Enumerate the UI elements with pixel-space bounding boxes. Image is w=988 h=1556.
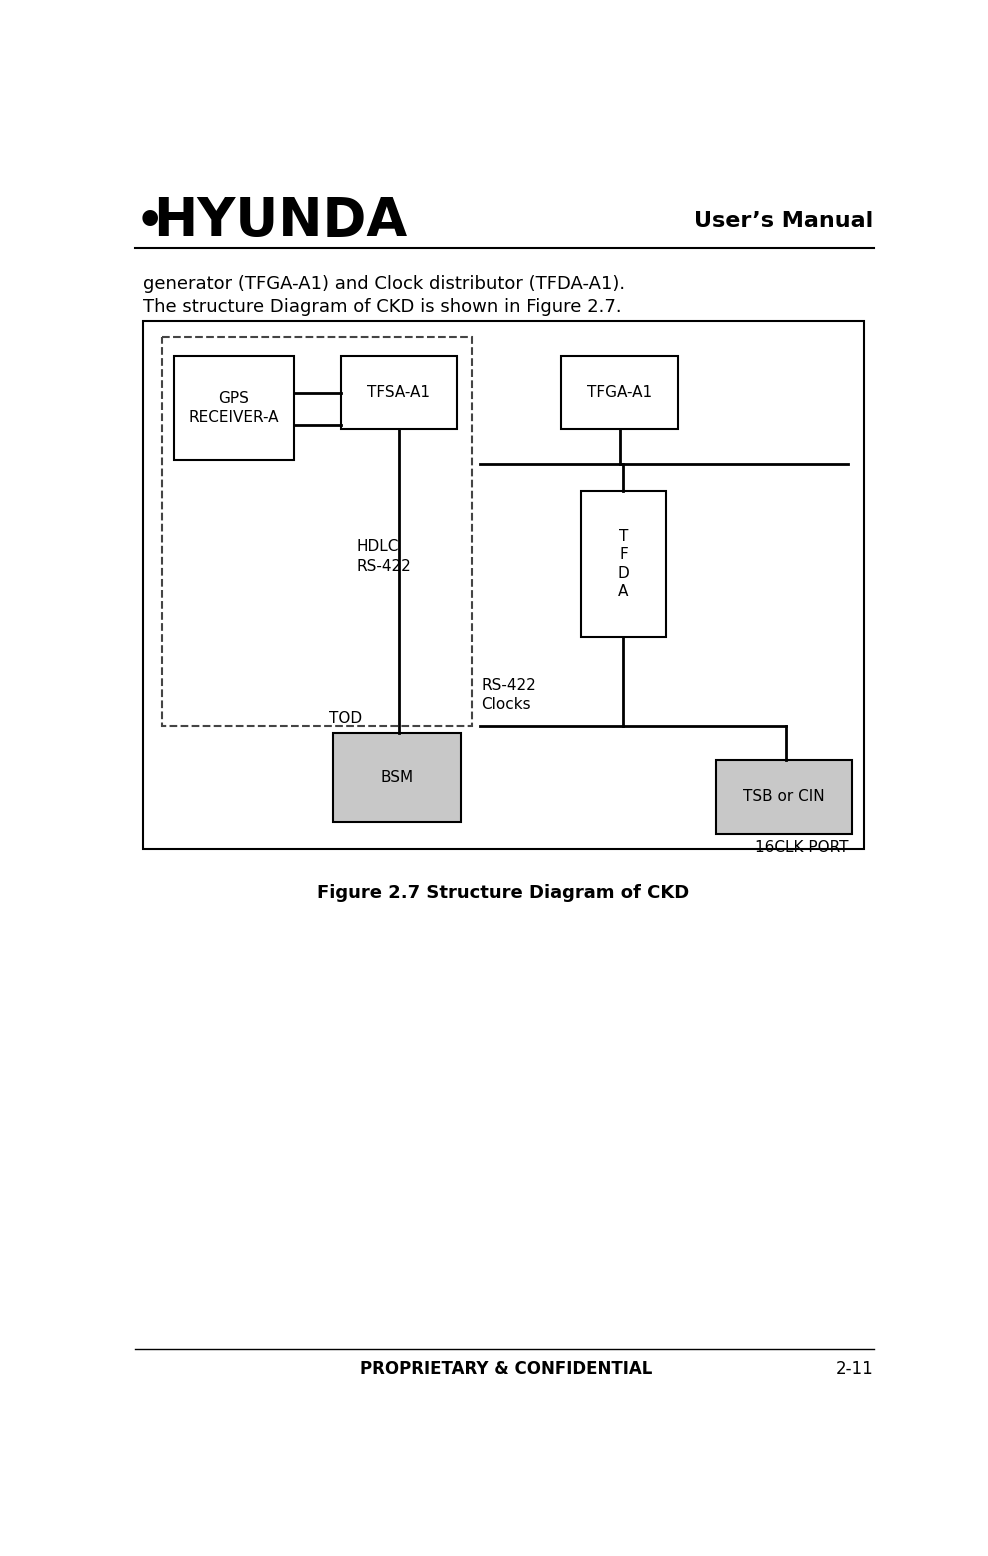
Text: Figure 2.7 Structure Diagram of CKD: Figure 2.7 Structure Diagram of CKD — [317, 884, 690, 901]
Text: TOD: TOD — [329, 711, 362, 725]
Text: PROPRIETARY & CONFIDENTIAL: PROPRIETARY & CONFIDENTIAL — [361, 1360, 652, 1377]
Text: T
F
D
A: T F D A — [618, 529, 629, 599]
Bar — [716, 761, 852, 834]
Bar — [143, 322, 864, 850]
Bar — [341, 356, 456, 429]
Bar — [561, 356, 678, 429]
Text: RS-422
Clocks: RS-422 Clocks — [481, 677, 536, 713]
Text: generator (TFGA-A1) and Clock distributor (TFDA-A1).: generator (TFGA-A1) and Clock distributo… — [143, 275, 625, 293]
Text: GPS
RECEIVER-A: GPS RECEIVER-A — [189, 391, 280, 425]
Text: TFSA-A1: TFSA-A1 — [368, 386, 430, 400]
Text: HYUNDA: HYUNDA — [153, 196, 407, 247]
Bar — [162, 336, 472, 725]
Text: User’s Manual: User’s Manual — [695, 212, 873, 232]
Text: HDLC
RS-422: HDLC RS-422 — [356, 538, 411, 574]
Bar — [581, 490, 666, 636]
Text: The structure Diagram of CKD is shown in Figure 2.7.: The structure Diagram of CKD is shown in… — [143, 299, 621, 316]
Text: 16CLK PORT: 16CLK PORT — [755, 840, 848, 854]
Bar — [333, 733, 460, 822]
Text: BSM: BSM — [380, 770, 413, 786]
Text: •: • — [135, 199, 163, 243]
Text: TFGA-A1: TFGA-A1 — [587, 386, 652, 400]
Text: TSB or CIN: TSB or CIN — [743, 789, 825, 804]
Bar — [174, 356, 294, 461]
Text: 2-11: 2-11 — [836, 1360, 873, 1377]
